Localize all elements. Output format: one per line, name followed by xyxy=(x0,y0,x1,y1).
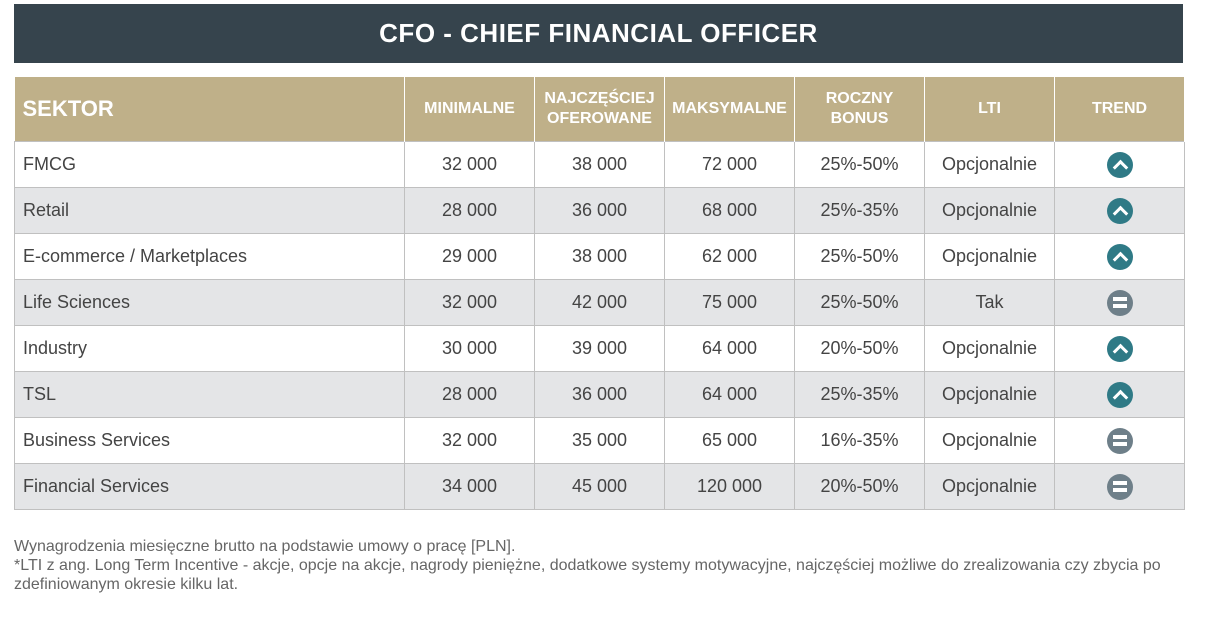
cell-sektor: FMCG xyxy=(14,141,405,188)
cell-naj: 38 000 xyxy=(534,141,665,188)
cell-max: 72 000 xyxy=(664,141,795,188)
cell-sektor: Business Services xyxy=(14,417,405,464)
cell-lti: Opcjonalnie xyxy=(924,463,1055,510)
table-row: Business Services 32 000 35 000 65 000 16%-3… xyxy=(14,417,1185,464)
cell-bonus: 25%-35% xyxy=(794,371,925,418)
cell-naj: 35 000 xyxy=(534,417,665,464)
cell-min: 32 000 xyxy=(404,141,535,188)
cell-bonus: 25%-35% xyxy=(794,187,925,234)
table-header: SEKTOR MINIMALNE NAJCZĘŚCIEJ OFEROWANE M… xyxy=(14,77,1185,142)
header-naj: NAJCZĘŚCIEJ OFEROWANE xyxy=(534,77,665,142)
cell-lti: Opcjonalnie xyxy=(924,371,1055,418)
cell-sektor: Retail xyxy=(14,187,405,234)
cell-naj: 38 000 xyxy=(534,233,665,280)
table-row: Life Sciences 32 000 42 000 75 000 25%-50% Ta… xyxy=(14,279,1185,326)
cell-lti: Opcjonalnie xyxy=(924,417,1055,464)
cell-sektor: E-commerce / Marketplaces xyxy=(14,233,405,280)
cell-trend xyxy=(1054,187,1185,234)
header-max: MAKSYMALNE xyxy=(664,77,795,142)
cell-trend xyxy=(1054,325,1185,372)
table-row: Retail 28 000 36 000 68 000 25%-35% Opcjonaln… xyxy=(14,187,1185,234)
trend-up-icon xyxy=(1106,197,1133,224)
cell-trend xyxy=(1054,233,1185,280)
trend-equal-icon xyxy=(1106,289,1133,316)
cell-trend xyxy=(1054,371,1185,418)
table-row: Financial Services 34 000 45 000 120 000 20%… xyxy=(14,463,1185,510)
cell-trend xyxy=(1054,279,1185,326)
page-title: CFO - CHIEF FINANCIAL OFFICER xyxy=(14,4,1183,63)
cell-min: 28 000 xyxy=(404,187,535,234)
cell-min: 30 000 xyxy=(404,325,535,372)
cell-lti: Opcjonalnie xyxy=(924,141,1055,188)
cell-sektor: Financial Services xyxy=(14,463,405,510)
trend-up-icon xyxy=(1106,243,1133,270)
cell-bonus: 20%-50% xyxy=(794,463,925,510)
header-lti: LTI xyxy=(924,77,1055,142)
trend-up-icon xyxy=(1106,335,1133,362)
footnotes: Wynagrodzenia miesięczne brutto na podst… xyxy=(14,537,1194,594)
cell-min: 28 000 xyxy=(404,371,535,418)
cell-bonus: 20%-50% xyxy=(794,325,925,372)
salary-table: SEKTOR MINIMALNE NAJCZĘŚCIEJ OFEROWANE M… xyxy=(14,77,1185,510)
cell-naj: 45 000 xyxy=(534,463,665,510)
cell-max: 68 000 xyxy=(664,187,795,234)
cell-sektor: Industry xyxy=(14,325,405,372)
trend-up-icon xyxy=(1106,151,1133,178)
cell-lti: Opcjonalnie xyxy=(924,325,1055,372)
trend-equal-icon xyxy=(1106,427,1133,454)
cell-max: 64 000 xyxy=(664,325,795,372)
cell-min: 34 000 xyxy=(404,463,535,510)
table-row: FMCG 32 000 38 000 72 000 25%-50% Opcjonalnie xyxy=(14,141,1185,188)
cell-lti: Tak xyxy=(924,279,1055,326)
cell-min: 32 000 xyxy=(404,279,535,326)
cell-min: 29 000 xyxy=(404,233,535,280)
cell-bonus: 25%-50% xyxy=(794,141,925,188)
cell-max: 65 000 xyxy=(664,417,795,464)
cell-trend xyxy=(1054,463,1185,510)
cell-max: 64 000 xyxy=(664,371,795,418)
cell-bonus: 25%-50% xyxy=(794,279,925,326)
cell-max: 75 000 xyxy=(664,279,795,326)
cell-bonus: 25%-50% xyxy=(794,233,925,280)
cell-sektor: Life Sciences xyxy=(14,279,405,326)
header-sektor: SEKTOR xyxy=(14,77,405,142)
cell-naj: 36 000 xyxy=(534,371,665,418)
cell-bonus: 16%-35% xyxy=(794,417,925,464)
footnote-lti: *LTI z ang. Long Term Incentive - akcje,… xyxy=(14,557,1161,593)
cell-naj: 36 000 xyxy=(534,187,665,234)
table-row: E-commerce / Marketplaces 29 000 38 000 62 … xyxy=(14,233,1185,280)
table-row: TSL 28 000 36 000 64 000 25%-35% Opcjonalnie xyxy=(14,371,1185,418)
trend-equal-icon xyxy=(1106,473,1133,500)
header-bonus: ROCZNY BONUS xyxy=(794,77,925,142)
cell-naj: 39 000 xyxy=(534,325,665,372)
cell-max: 62 000 xyxy=(664,233,795,280)
cell-sektor: TSL xyxy=(14,371,405,418)
footnote-salary: Wynagrodzenia miesięczne brutto na podst… xyxy=(14,538,516,555)
header-trend: TREND xyxy=(1054,77,1185,142)
table-row: Industry 30 000 39 000 64 000 20%-50% Opcjona… xyxy=(14,325,1185,372)
cell-naj: 42 000 xyxy=(534,279,665,326)
cell-lti: Opcjonalnie xyxy=(924,187,1055,234)
header-min: MINIMALNE xyxy=(404,77,535,142)
trend-up-icon xyxy=(1106,381,1133,408)
cell-max: 120 000 xyxy=(664,463,795,510)
cell-min: 32 000 xyxy=(404,417,535,464)
cell-lti: Opcjonalnie xyxy=(924,233,1055,280)
cell-trend xyxy=(1054,141,1185,188)
cell-trend xyxy=(1054,417,1185,464)
